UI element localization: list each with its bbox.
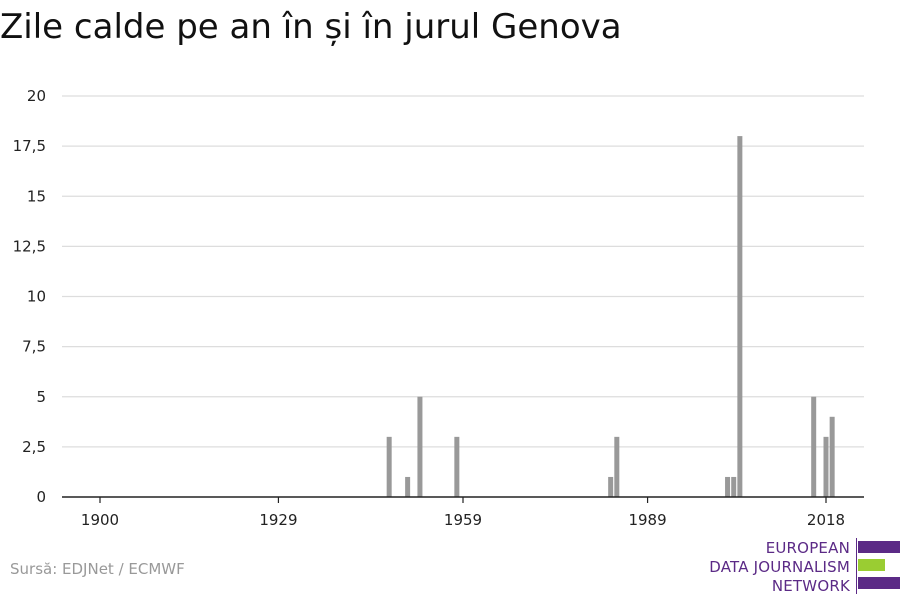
x-tick-label: 1989 xyxy=(628,511,666,529)
y-tick-label: 5 xyxy=(36,388,46,406)
bar xyxy=(417,396,423,497)
bar xyxy=(725,476,731,497)
y-tick-label: 20 xyxy=(27,87,46,105)
y-axis-tick-labels: 0 2,5 5 7,5 10 12,5 15 17,5 20 xyxy=(13,87,46,506)
logo-divider xyxy=(856,538,857,594)
bar xyxy=(614,436,620,497)
y-tick-label: 12,5 xyxy=(13,237,46,255)
bars xyxy=(386,136,835,497)
grid-lines xyxy=(62,95,864,448)
x-tick-label: 1959 xyxy=(444,511,482,529)
logo-line-data-journalism: DATA JOURNALISM xyxy=(709,558,850,576)
x-tick-label: 2018 xyxy=(807,511,845,529)
y-tick-label: 10 xyxy=(27,288,46,306)
y-tick-label: 7,5 xyxy=(22,338,46,356)
x-tick-label: 1900 xyxy=(81,511,119,529)
logo-bar-middle xyxy=(858,559,885,571)
edjnet-logo: EUROPEAN DATA JOURNALISM NETWORK xyxy=(709,538,900,595)
logo-bar-bottom xyxy=(858,577,900,589)
bar xyxy=(386,436,392,497)
logo-bar-top xyxy=(858,541,900,553)
bar xyxy=(731,476,737,497)
bar xyxy=(811,396,817,497)
bar xyxy=(737,136,743,497)
bar xyxy=(829,416,835,497)
y-tick-label: 2,5 xyxy=(22,438,46,456)
bar xyxy=(454,436,460,497)
bar xyxy=(608,476,614,497)
x-axis: 1900 1929 1959 1989 2018 xyxy=(62,496,864,529)
source-note: Sursă: EDJNet / ECMWF xyxy=(10,560,185,578)
y-tick-label: 15 xyxy=(27,187,46,205)
x-tick-label: 1929 xyxy=(259,511,297,529)
y-tick-label: 17,5 xyxy=(13,137,46,155)
logo-line-network: NETWORK xyxy=(771,577,850,595)
chart-title: Zile calde pe an în și în jurul Genova xyxy=(0,7,622,47)
logo-line-european: EUROPEAN xyxy=(765,539,850,557)
bar xyxy=(823,436,829,497)
y-tick-label: 0 xyxy=(36,488,46,506)
bar xyxy=(405,476,411,497)
